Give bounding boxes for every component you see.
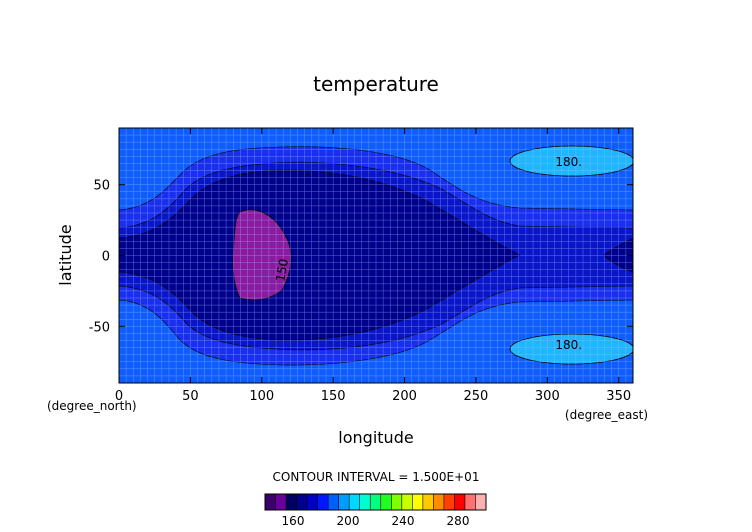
colorbar — [264, 493, 487, 511]
colorbar-swatch — [296, 494, 308, 510]
chart-title: temperature — [313, 72, 439, 96]
contour-maximum-north — [509, 145, 633, 177]
colorbar-swatch — [328, 494, 339, 510]
colorbar-swatch — [265, 494, 276, 510]
y-tick-label: 50 — [93, 179, 110, 194]
contour-maximum-south — [509, 333, 633, 365]
y-axis-ticks: -50 0 50 — [89, 179, 633, 335]
colorbar-swatch — [412, 494, 424, 510]
x-tick-label: 0 — [115, 389, 123, 404]
x-unit-label: (degree_east) — [565, 408, 648, 422]
colorbar-swatch — [349, 494, 361, 510]
colorbar-swatch — [380, 494, 392, 510]
x-tick-label: 100 — [249, 389, 274, 404]
x-axis-label: longitude — [338, 428, 413, 447]
colorbar-swatch — [422, 494, 434, 510]
contour-label: 180. — [555, 338, 582, 352]
contour-band-core — [119, 169, 521, 341]
x-tick-label: 350 — [606, 389, 631, 404]
contour-labels: 180. 180. 150 — [273, 155, 582, 352]
x-tick-label: 250 — [464, 389, 489, 404]
colorbar-swatch — [443, 494, 455, 510]
colorbar-frame — [264, 493, 487, 511]
y-tick-label: 0 — [102, 250, 110, 265]
colorbar-swatch — [359, 494, 371, 510]
x-tick-label: 150 — [321, 389, 346, 404]
colorbar-swatch — [338, 494, 350, 510]
x-tick-label: 200 — [392, 389, 417, 404]
colorbar-tick-label: 240 — [392, 514, 415, 528]
colorbar-swatch — [464, 494, 476, 510]
colorbar-swatch — [391, 494, 403, 510]
colorbar-swatch — [275, 494, 287, 510]
y-unit-label: (degree_north) — [47, 399, 137, 413]
colorbar-swatch — [401, 494, 413, 510]
contour-label: 150 — [273, 258, 291, 283]
y-tick-label: -50 — [89, 320, 110, 335]
contour-interval-text: CONTOUR INTERVAL = 1.500E+01 — [273, 470, 480, 484]
colorbar-swatch — [433, 494, 445, 510]
colorbar-tick-label: 160 — [282, 514, 305, 528]
x-axis-ticks: 0 50 100 150 200 250 300 350 — [115, 128, 631, 404]
plot-area — [119, 128, 633, 383]
colorbar-swatch — [475, 494, 487, 510]
grid-lines — [119, 128, 633, 383]
contour-label: 180. — [555, 155, 582, 169]
x-tick-label: 300 — [535, 389, 560, 404]
colorbar-swatch — [286, 494, 297, 510]
colorbar-tick-label: 280 — [447, 514, 470, 528]
colorbar-swatch — [317, 494, 329, 510]
colorbar-tick-labels: 160 200 240 280 — [282, 514, 470, 528]
x-tick-label: 50 — [182, 389, 199, 404]
colorbar-swatch — [370, 494, 382, 510]
colorbar-swatch — [307, 494, 318, 510]
colorbar-swatch — [454, 494, 466, 510]
y-axis-label: latitude — [56, 224, 75, 285]
colorbar-tick-label: 200 — [337, 514, 360, 528]
